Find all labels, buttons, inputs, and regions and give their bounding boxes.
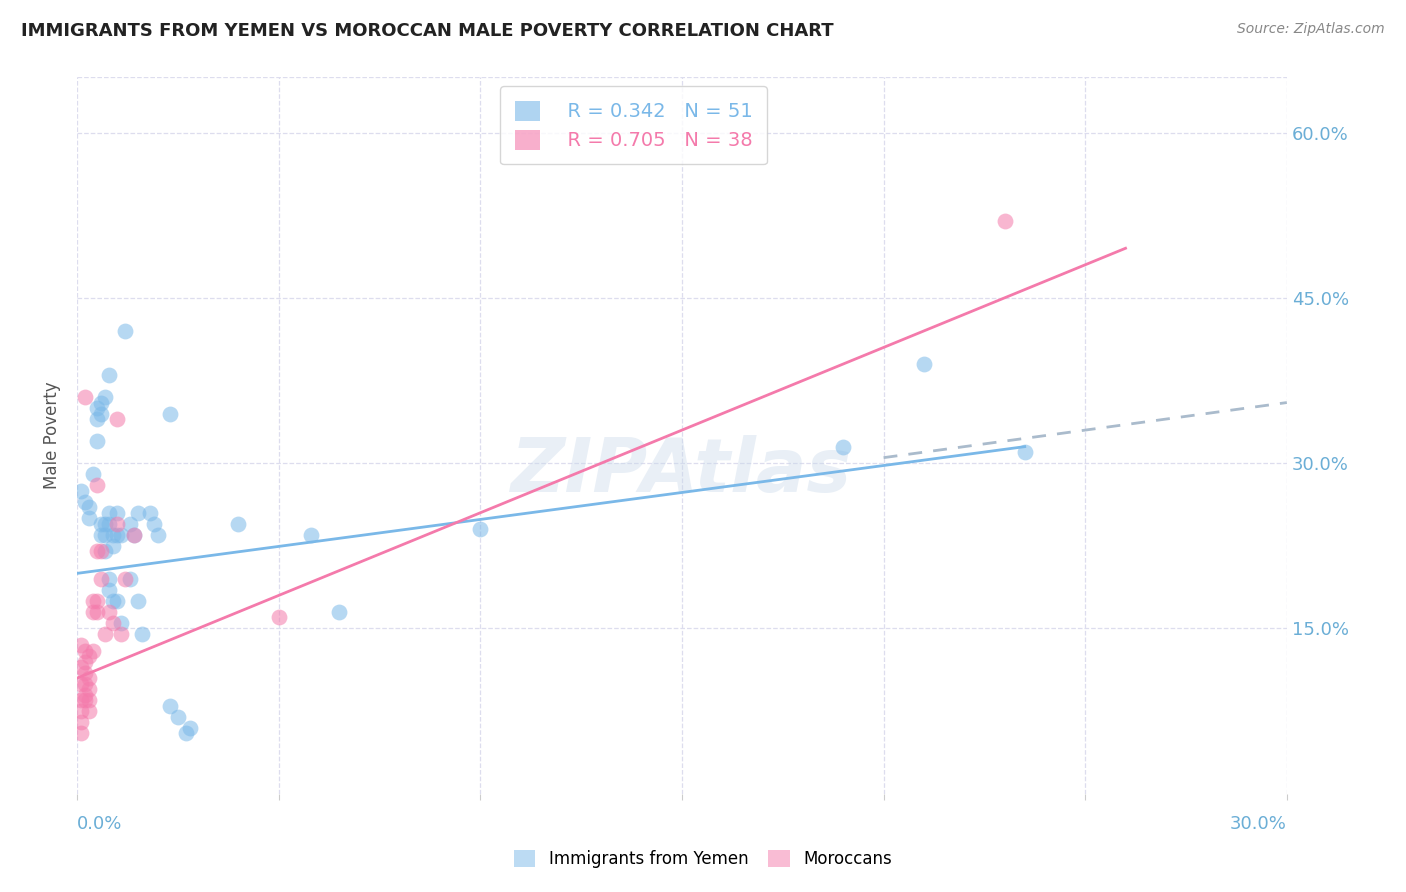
Point: [70, 693, 93, 707]
Point: [77, 693, 100, 707]
Point: [114, 572, 136, 586]
Point: [86, 401, 108, 415]
Point: [118, 516, 141, 531]
Point: [107, 528, 129, 542]
Point: [107, 516, 129, 531]
Point: [114, 324, 136, 338]
Point: [103, 539, 125, 553]
Point: [77, 682, 100, 697]
Y-axis label: Male Poverty: Male Poverty: [44, 382, 60, 490]
Point: [107, 506, 129, 520]
Point: [70, 676, 93, 690]
Point: [77, 648, 100, 663]
Point: [86, 478, 108, 492]
Point: [70, 660, 93, 674]
Point: [993, 213, 1015, 227]
Point: [98, 506, 121, 520]
Point: [90, 572, 112, 586]
Point: [75, 693, 97, 707]
Point: [98, 582, 121, 597]
Point: [1014, 445, 1036, 459]
Point: [90, 407, 112, 421]
Point: [75, 643, 97, 657]
Point: [70, 726, 93, 740]
Text: 30.0%: 30.0%: [1230, 815, 1286, 833]
Point: [70, 715, 93, 730]
Point: [94, 528, 117, 542]
Text: Source: ZipAtlas.com: Source: ZipAtlas.com: [1237, 22, 1385, 37]
Text: 0.0%: 0.0%: [77, 815, 122, 833]
Point: [70, 704, 93, 718]
Point: [107, 412, 129, 426]
Point: [90, 516, 112, 531]
Point: [82, 594, 104, 608]
Point: [77, 500, 100, 515]
Point: [131, 627, 153, 641]
Point: [110, 627, 132, 641]
Point: [75, 688, 97, 702]
Point: [228, 516, 250, 531]
Point: [98, 516, 121, 531]
Point: [328, 605, 350, 619]
Point: [82, 467, 104, 482]
Point: [267, 610, 290, 624]
Point: [94, 390, 117, 404]
Point: [77, 704, 100, 718]
Point: [82, 605, 104, 619]
Point: [118, 572, 141, 586]
Point: [159, 698, 181, 713]
Text: IMMIGRANTS FROM YEMEN VS MOROCCAN MALE POVERTY CORRELATION CHART: IMMIGRANTS FROM YEMEN VS MOROCCAN MALE P…: [21, 22, 834, 40]
Point: [77, 671, 100, 685]
Point: [90, 395, 112, 409]
Point: [138, 506, 160, 520]
Point: [159, 407, 181, 421]
Point: [127, 594, 149, 608]
Point: [167, 709, 190, 723]
Point: [86, 412, 108, 426]
Point: [470, 522, 492, 536]
Point: [70, 638, 93, 652]
Point: [299, 528, 322, 542]
Point: [94, 627, 117, 641]
Point: [122, 528, 145, 542]
Point: [103, 615, 125, 630]
Text: ZIPAtlas: ZIPAtlas: [512, 435, 852, 508]
Point: [98, 605, 121, 619]
Point: [86, 544, 108, 558]
Legend: Immigrants from Yemen, Moroccans: Immigrants from Yemen, Moroccans: [508, 843, 898, 875]
Point: [70, 483, 93, 498]
Point: [98, 368, 121, 382]
Point: [912, 357, 935, 371]
Point: [98, 572, 121, 586]
Point: [90, 544, 112, 558]
Point: [90, 528, 112, 542]
Point: [86, 434, 108, 449]
Point: [146, 528, 169, 542]
Legend:   R = 0.342   N = 51,   R = 0.705   N = 38: R = 0.342 N = 51, R = 0.705 N = 38: [501, 87, 766, 164]
Point: [142, 516, 165, 531]
Point: [103, 528, 125, 542]
Point: [77, 511, 100, 525]
Point: [75, 665, 97, 680]
Point: [127, 506, 149, 520]
Point: [75, 655, 97, 669]
Point: [75, 390, 97, 404]
Point: [174, 726, 197, 740]
Point: [832, 440, 855, 454]
Point: [110, 528, 132, 542]
Point: [86, 594, 108, 608]
Point: [82, 643, 104, 657]
Point: [103, 594, 125, 608]
Point: [94, 544, 117, 558]
Point: [122, 528, 145, 542]
Point: [107, 594, 129, 608]
Point: [110, 615, 132, 630]
Point: [86, 605, 108, 619]
Point: [75, 676, 97, 690]
Point: [94, 516, 117, 531]
Point: [75, 494, 97, 508]
Point: [179, 721, 201, 735]
